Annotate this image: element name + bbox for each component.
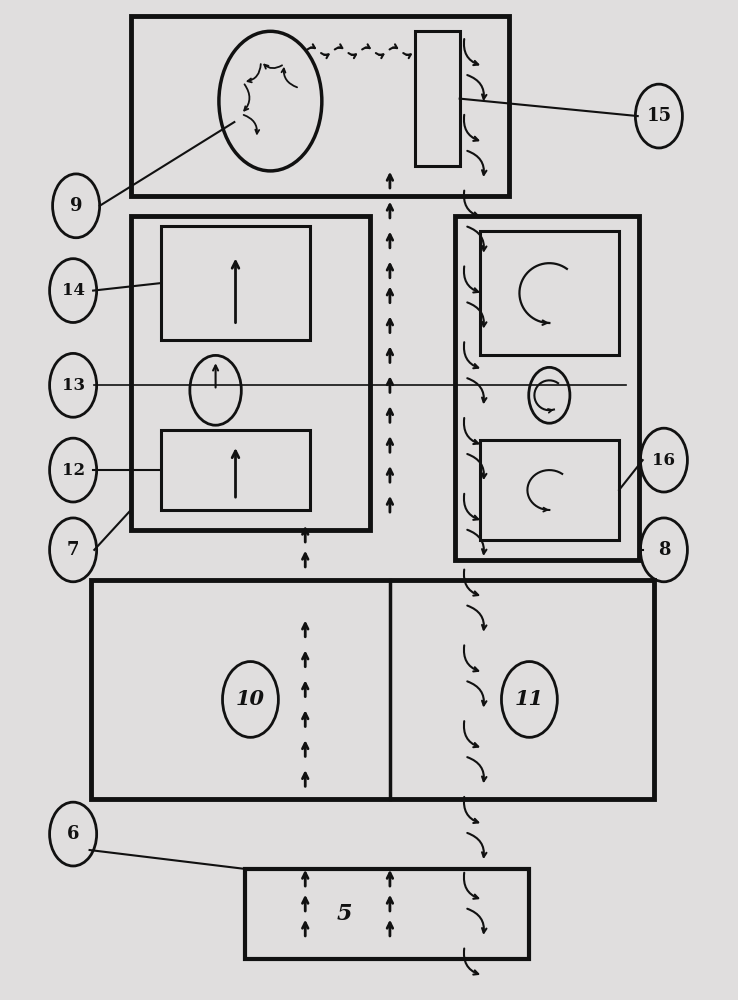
Text: 5: 5 — [337, 903, 353, 925]
Bar — [455, 216, 639, 560]
Text: 8: 8 — [658, 541, 670, 559]
Text: 16: 16 — [652, 452, 675, 469]
Bar — [161, 226, 310, 340]
Text: 15: 15 — [646, 107, 672, 125]
Text: 7: 7 — [67, 541, 80, 559]
Bar — [415, 31, 460, 166]
Text: 14: 14 — [61, 282, 85, 299]
Bar — [480, 440, 619, 540]
Text: 13: 13 — [61, 377, 85, 394]
Text: 6: 6 — [67, 825, 80, 843]
Text: 10: 10 — [236, 689, 265, 709]
Bar — [131, 16, 509, 196]
Text: 12: 12 — [61, 462, 85, 479]
Text: 11: 11 — [515, 689, 544, 709]
Text: 9: 9 — [70, 197, 83, 215]
Bar — [480, 231, 619, 355]
Bar — [91, 580, 654, 799]
Bar — [246, 869, 529, 959]
Bar — [131, 216, 370, 530]
Bar — [161, 430, 310, 510]
